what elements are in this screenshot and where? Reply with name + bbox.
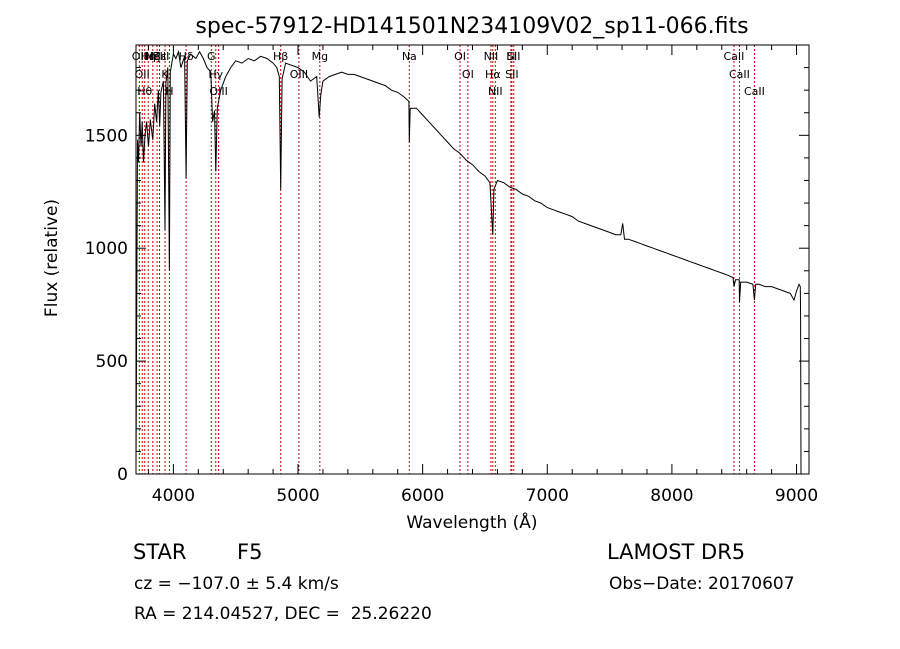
line-marker-label: H: [165, 85, 173, 98]
observation-date-text: Obs−Date: 20170607: [609, 574, 795, 594]
y-tick-label: 0: [117, 465, 128, 485]
coordinates-text: RA = 214.04527, DEC = 25.26220: [134, 604, 432, 624]
line-marker-label: SII: [507, 50, 520, 63]
y-axis-label: Flux (relative): [42, 199, 62, 317]
x-axis-label: Wavelength (Å): [406, 511, 537, 533]
survey-label: LAMOST DR5: [607, 540, 746, 564]
spectral-line-markers: [138, 45, 755, 474]
y-axis-ticks: 0 500 1000 1500: [85, 44, 809, 485]
line-marker-label: CaII: [724, 50, 745, 63]
line-marker-label: Hη: [141, 50, 156, 63]
y-tick-label: 1500: [85, 126, 128, 146]
line-marker-label: Hβ: [273, 50, 288, 63]
chart-title: spec-57912-HD141501N234109V02_sp11-066.f…: [195, 14, 748, 39]
plot-frame: [135, 44, 810, 475]
spectrum-series-line: [135, 49, 802, 475]
spectral-type-label: F5: [237, 540, 263, 564]
line-marker-label: K: [161, 68, 169, 81]
line-marker-label: CaII: [729, 68, 750, 81]
line-marker-label: Mg: [312, 50, 328, 63]
line-marker-label: OIII: [290, 68, 308, 81]
spectrum-chart: spec-57912-HD141501N234109V02_sp11-066.f…: [42, 14, 818, 533]
line-marker-label: OI: [462, 68, 474, 81]
line-marker-label: Li: [506, 50, 515, 63]
line-marker-label: Hζ: [146, 50, 160, 63]
line-marker-label: OII: [135, 68, 150, 81]
x-tick-label: 9000: [775, 486, 818, 506]
line-marker-label: Na: [402, 50, 417, 63]
x-tick-label: 6000: [401, 486, 444, 506]
line-marker-label: NII: [488, 85, 503, 98]
y-tick-label: 1000: [85, 239, 128, 259]
y-tick-label: 500: [96, 352, 128, 372]
line-marker-label: Hδ: [179, 50, 194, 63]
line-marker-label: SII: [505, 68, 518, 81]
line-marker-label: Hγ: [208, 68, 223, 81]
line-marker-label: Hθ: [137, 85, 152, 98]
x-tick-label: 4000: [152, 486, 195, 506]
x-tick-label: 5000: [276, 486, 319, 506]
line-marker-label: Hε: [152, 50, 166, 63]
object-class-label: STAR: [133, 540, 187, 564]
line-marker-label: Hα: [485, 68, 501, 81]
line-marker-label: OIII: [209, 85, 227, 98]
x-axis-ticks: 4000 5000 6000 7000 8000 9000: [147, 45, 818, 506]
redshift-velocity-text: cz = −107.0 ± 5.4 km/s: [134, 574, 339, 594]
line-marker-label: NeIII: [145, 50, 170, 63]
line-marker-label: CaII: [744, 85, 765, 98]
line-marker-label: NII: [484, 50, 499, 63]
line-marker-label: G: [207, 50, 216, 63]
x-tick-label: 8000: [650, 486, 693, 506]
line-marker-label: OI: [454, 50, 466, 63]
x-tick-label: 7000: [526, 486, 569, 506]
